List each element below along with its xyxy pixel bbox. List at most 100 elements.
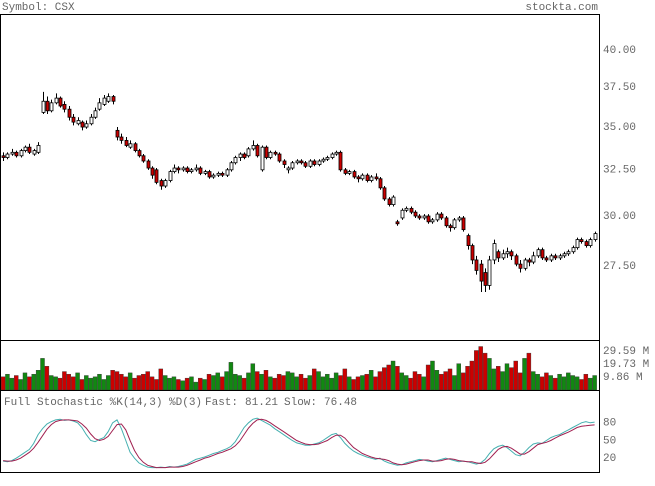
volume-bar — [154, 379, 159, 391]
candle-body — [32, 150, 37, 155]
volume-bar — [487, 358, 492, 391]
volume-bar — [382, 367, 387, 391]
volume-bar — [342, 368, 348, 391]
candle-body — [496, 251, 501, 259]
candle-body — [290, 162, 295, 169]
candle-body — [439, 213, 444, 219]
candle-body — [45, 100, 50, 112]
candle-body — [295, 160, 300, 164]
volume-bar — [123, 376, 128, 391]
volume-bar — [307, 375, 312, 391]
candle-body — [225, 169, 230, 176]
volume-bar — [592, 375, 597, 391]
candle-body — [172, 167, 177, 172]
candle-body — [229, 162, 234, 171]
volume-bar — [535, 373, 540, 391]
candle-body — [19, 150, 24, 157]
candle-body — [479, 263, 484, 282]
volume-bar — [14, 375, 19, 391]
candle-body — [115, 129, 120, 138]
volume-bar — [298, 373, 304, 391]
volume-bar — [198, 377, 203, 391]
candle-body — [163, 180, 168, 187]
candle-body — [444, 217, 449, 227]
candle-body — [203, 171, 208, 174]
candle-body — [54, 97, 59, 104]
volume-bar — [219, 376, 225, 391]
volume-bar — [184, 377, 190, 391]
candle-body — [277, 153, 282, 162]
volume-bar — [377, 371, 383, 391]
volume-bar — [588, 377, 593, 391]
volume-bar — [88, 377, 93, 391]
candle-body — [514, 255, 519, 265]
volume-bar — [557, 373, 562, 391]
volume-bar — [53, 376, 58, 391]
volume-bar — [259, 373, 264, 391]
candle-body — [466, 235, 471, 247]
volume-bar — [360, 375, 365, 391]
volume-bar — [399, 372, 405, 391]
candle-body — [137, 150, 142, 157]
candle-body — [492, 243, 497, 261]
candle-body — [509, 251, 514, 257]
volume-bar — [566, 372, 571, 391]
volume-bar — [434, 370, 440, 391]
labels-layer: 40.00 37.50 35.00 32.50 30.00 27.50 29.59 M19.… — [4, 45, 649, 465]
candle-body — [76, 120, 81, 125]
candle-body — [347, 171, 352, 174]
volume-bar — [496, 366, 501, 391]
candle-body — [527, 259, 532, 263]
volume-bar — [517, 372, 523, 391]
candle-body — [321, 158, 326, 162]
volume-bar — [40, 358, 45, 391]
candle-body — [334, 151, 339, 155]
volume-bar — [430, 360, 435, 391]
candle-body — [369, 176, 374, 181]
volume-bar — [421, 376, 426, 391]
candle-body — [106, 96, 111, 102]
candle-body — [14, 151, 19, 157]
volume-bar — [110, 370, 115, 391]
volume-bar — [272, 377, 277, 391]
candle-body — [382, 187, 387, 200]
candle-body — [430, 219, 435, 223]
candle-body — [194, 167, 199, 171]
candle-body — [435, 213, 440, 221]
volume-bar — [469, 360, 475, 391]
volume-bar — [127, 372, 133, 391]
volume-bar — [132, 377, 137, 391]
y-tick-label: 29.59 M — [603, 346, 649, 358]
candle-body — [422, 215, 427, 219]
volume-bar — [246, 372, 251, 391]
volume-bar — [452, 375, 457, 391]
volume-bar — [482, 352, 488, 391]
volume-bar — [474, 350, 479, 391]
candle-body — [312, 160, 317, 165]
candle-body — [325, 157, 330, 160]
volume-bar — [149, 376, 155, 391]
candle-body — [352, 171, 357, 178]
candle-body — [286, 167, 291, 171]
candle-body — [417, 215, 422, 219]
candle-body — [62, 104, 67, 110]
candle-body — [404, 207, 409, 211]
volume-bar — [500, 371, 505, 391]
volume-bar — [478, 346, 483, 391]
volume-bar — [268, 376, 273, 391]
candle-body — [470, 245, 475, 261]
volume-bar — [303, 377, 308, 391]
volume-bar — [526, 352, 532, 391]
volume-bar — [347, 376, 352, 391]
y-tick-label: 80 — [603, 418, 616, 430]
candle-body — [93, 110, 98, 118]
candle-body — [233, 157, 238, 164]
volume-bar — [66, 373, 71, 391]
candle-body — [395, 221, 400, 225]
volume-bar — [364, 373, 369, 391]
volume-bar — [206, 373, 212, 391]
y-tick-label: 37.50 — [603, 82, 636, 94]
volume-bar — [325, 373, 330, 391]
candle-body — [128, 143, 133, 148]
volume-bar — [92, 376, 98, 391]
